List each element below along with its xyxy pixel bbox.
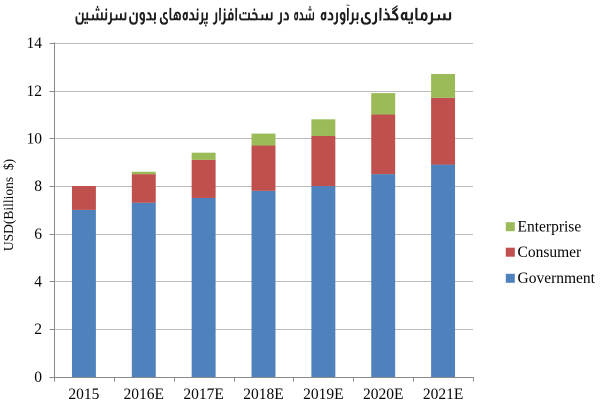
svg-text:2017E: 2017E bbox=[183, 386, 223, 403]
svg-text:6: 6 bbox=[34, 226, 42, 243]
svg-text:2021E: 2021E bbox=[423, 386, 463, 403]
svg-text:0: 0 bbox=[34, 369, 42, 386]
svg-text:4: 4 bbox=[34, 274, 42, 291]
svg-text:2: 2 bbox=[34, 321, 42, 338]
svg-text:Enterprise: Enterprise bbox=[518, 219, 582, 236]
svg-text:2020E: 2020E bbox=[363, 386, 403, 403]
svg-text:10: 10 bbox=[27, 130, 43, 147]
svg-text:14: 14 bbox=[27, 35, 43, 52]
svg-text:Government: Government bbox=[518, 270, 596, 287]
svg-text:2019E: 2019E bbox=[303, 386, 343, 403]
svg-text:8: 8 bbox=[34, 178, 42, 195]
svg-text:2015: 2015 bbox=[68, 386, 99, 403]
svg-text:2016E: 2016E bbox=[124, 386, 164, 403]
svg-text:2018E: 2018E bbox=[243, 386, 283, 403]
svg-text:USD(Billions $): USD(Billions $) bbox=[1, 159, 16, 251]
svg-text:Consumer: Consumer bbox=[518, 244, 583, 261]
svg-text:12: 12 bbox=[27, 83, 43, 100]
